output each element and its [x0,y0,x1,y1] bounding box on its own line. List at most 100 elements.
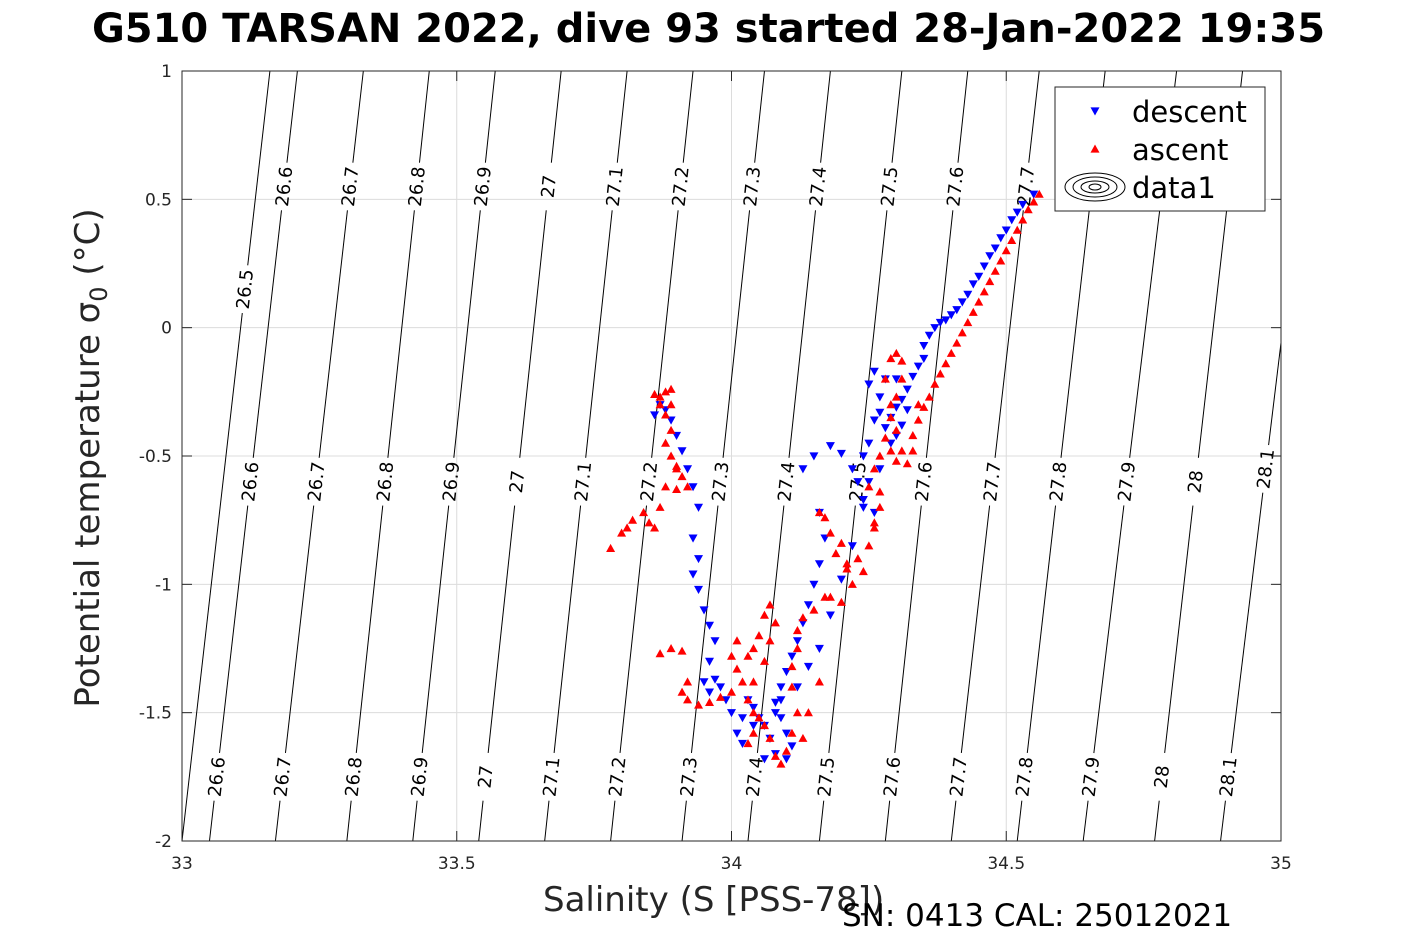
ascent-point [990,266,1000,275]
ascent-point [787,728,797,737]
ascent-point [787,661,797,671]
contour-line-27.3 [690,505,719,754]
ascent-point [677,646,687,655]
ascent-point [792,644,802,653]
descent-point [1018,200,1028,209]
ascent-point [666,425,676,434]
ascent-point [1001,246,1011,255]
ascent-point [759,721,769,730]
descent-point [902,406,912,415]
ascent-point [891,392,901,401]
y-tick-label: -1.5 [139,704,172,724]
ascent-point [957,328,967,337]
ascent-point [661,410,671,419]
ascent-point [842,559,852,568]
contour-line-27.6 [884,800,891,841]
contour-label: 27.8 [1012,756,1037,798]
descent-point [688,483,698,492]
contour-label: 27 [538,174,561,199]
descent-point [875,465,885,474]
contour-line-27.1 [553,505,582,754]
descent-point [688,534,698,543]
ascent-point [869,518,879,527]
legend-label-descent: descent [1132,95,1247,129]
ascent-point [650,523,660,532]
ascent-point [770,751,780,760]
legend-label-data1: data1 [1132,171,1216,205]
legend-contour-icon [1064,172,1126,202]
descent-point [683,465,693,474]
descent-point [858,503,868,512]
contour-label: 26.7 [271,756,296,798]
contour-line-26.9 [421,505,450,754]
ascent-point [743,695,753,704]
ascent-point [737,677,747,686]
ascent-point [825,592,835,601]
contour-label: 27.4 [806,166,831,208]
ascent-point [919,402,929,411]
ascent-point [661,482,671,491]
contour-line-27.8 [1016,800,1023,841]
contour-line-27.1 [585,210,613,458]
ascent-point [666,644,676,653]
contour-label: 27.4 [743,756,768,798]
ascent-point [705,697,715,706]
contour-label: 26.7 [304,461,329,503]
contour-label: 26.6 [238,461,263,503]
ascent-point [765,600,775,609]
y-tick-label: 1 [161,62,172,82]
ascent-point [666,451,676,460]
ascent-point [672,484,682,493]
contour-label: 26.5 [233,268,258,310]
ascent-point [661,387,671,396]
ascent-point [770,618,780,627]
ascent-point [716,692,726,701]
contour-line-27.2 [651,210,679,458]
ascent-point [759,610,769,619]
descent-point [946,311,956,320]
ascent-point [974,297,984,306]
contour-label: 26.8 [342,756,367,798]
contour-line-26.8 [418,71,430,163]
y-tick-label: -1 [155,575,172,595]
contour-line-28 [1154,800,1160,841]
ascent-point [694,700,704,709]
contour-line-26.6 [208,800,215,841]
contour-line-27.3 [681,800,687,841]
chart-title: G510 TARSAN 2022, dive 93 started 28-Jan… [91,6,1326,52]
descent-point [985,252,995,261]
ascent-point [886,400,896,409]
ascent-point [902,459,912,468]
descent-point [650,411,660,420]
y-tick-label: 0.5 [145,190,172,210]
ascent-point [754,631,764,640]
ascent-point [776,759,786,768]
ascent-point [891,456,901,465]
ascent-point [930,379,940,388]
ascent-point [836,597,846,606]
descent-point [825,611,835,620]
contour-line-27.7 [950,800,957,841]
x-tick-label: 33.5 [438,854,476,874]
descent-point [968,280,978,289]
ascent-point [814,507,824,517]
descent-point [864,380,874,389]
contour-label: 27.2 [637,461,662,503]
ascent-point [886,413,896,422]
contour-line-26.8 [346,800,352,841]
ascent-point [897,356,907,365]
ascent-point [1023,205,1033,214]
y-axis-label-main: Potential temperature [68,323,108,708]
contour-line-27.3 [754,71,765,163]
contour-line-27.7 [994,210,1024,458]
descent-point [716,683,726,692]
descent-point [979,262,989,271]
ascent-point [1007,235,1017,244]
descent-point [930,324,940,333]
legend: descent ascent data1 [1054,86,1266,212]
contour-label: 27.9 [1114,461,1140,503]
descent-point [781,755,791,764]
ascent-point [946,348,956,357]
descent-point [897,395,907,405]
x-tick-label: 33 [171,854,193,874]
